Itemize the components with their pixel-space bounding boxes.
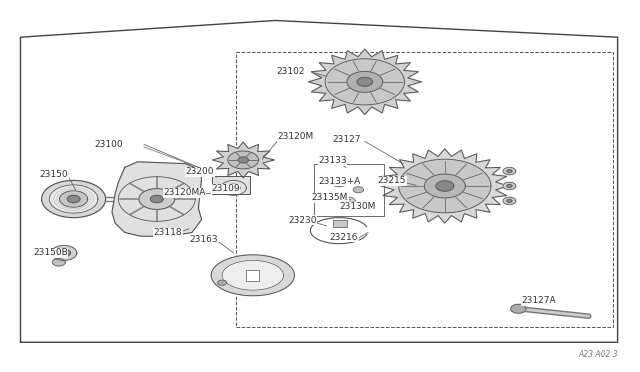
- Bar: [333, 220, 347, 227]
- Polygon shape: [325, 59, 404, 105]
- Text: 23127: 23127: [333, 135, 362, 144]
- Text: 23200: 23200: [186, 167, 214, 176]
- Bar: [246, 270, 259, 281]
- Polygon shape: [332, 178, 347, 187]
- Polygon shape: [424, 174, 465, 198]
- Polygon shape: [347, 71, 383, 92]
- Polygon shape: [52, 259, 65, 266]
- Text: 23230: 23230: [288, 216, 317, 225]
- Polygon shape: [60, 191, 88, 207]
- Text: 23130M: 23130M: [339, 202, 376, 211]
- Text: 23102: 23102: [276, 67, 305, 76]
- Text: A23 A02 3: A23 A02 3: [578, 350, 618, 359]
- Polygon shape: [511, 304, 526, 313]
- Text: 23216: 23216: [330, 233, 358, 242]
- Text: 23100: 23100: [95, 140, 124, 149]
- Polygon shape: [381, 149, 509, 223]
- Polygon shape: [112, 162, 202, 236]
- Polygon shape: [211, 255, 294, 296]
- Polygon shape: [399, 159, 491, 213]
- Polygon shape: [49, 185, 98, 213]
- Polygon shape: [42, 180, 106, 218]
- Text: 23127A: 23127A: [522, 296, 556, 305]
- Text: 23133+A: 23133+A: [318, 177, 360, 186]
- Polygon shape: [238, 157, 248, 163]
- Polygon shape: [218, 280, 227, 285]
- Polygon shape: [222, 260, 284, 290]
- Polygon shape: [58, 249, 70, 257]
- Text: 23135M: 23135M: [312, 193, 348, 202]
- Text: 23118: 23118: [154, 228, 182, 237]
- Polygon shape: [227, 184, 240, 192]
- Polygon shape: [51, 246, 77, 260]
- Text: 23215: 23215: [378, 176, 406, 185]
- Text: 23120M: 23120M: [277, 132, 314, 141]
- Polygon shape: [507, 199, 512, 202]
- Polygon shape: [503, 197, 516, 205]
- Text: 23150: 23150: [40, 170, 68, 179]
- Polygon shape: [503, 167, 516, 175]
- Polygon shape: [357, 77, 372, 86]
- Polygon shape: [507, 185, 512, 187]
- Bar: [212, 176, 250, 194]
- Polygon shape: [212, 142, 274, 178]
- Polygon shape: [308, 49, 421, 115]
- Polygon shape: [507, 170, 512, 173]
- Polygon shape: [150, 195, 163, 203]
- Text: 23133: 23133: [318, 156, 347, 165]
- Polygon shape: [353, 187, 364, 193]
- Text: 23150B: 23150B: [33, 248, 68, 257]
- Text: 23120MA: 23120MA: [163, 188, 205, 197]
- Polygon shape: [221, 180, 246, 195]
- Text: 23163: 23163: [189, 235, 218, 244]
- Polygon shape: [67, 195, 80, 203]
- Text: 23109: 23109: [211, 185, 240, 193]
- Polygon shape: [342, 197, 355, 205]
- Polygon shape: [436, 181, 454, 191]
- Polygon shape: [503, 182, 516, 190]
- Polygon shape: [228, 151, 259, 169]
- Polygon shape: [139, 189, 175, 209]
